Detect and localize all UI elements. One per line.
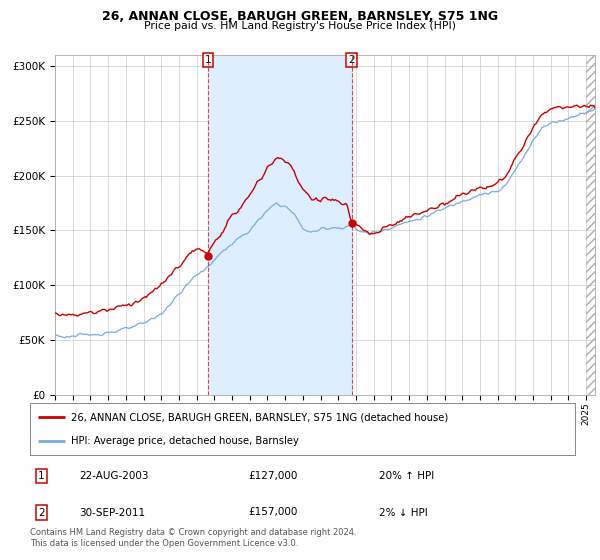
Text: 2% ↓ HPI: 2% ↓ HPI xyxy=(379,507,428,517)
Text: Price paid vs. HM Land Registry's House Price Index (HPI): Price paid vs. HM Land Registry's House … xyxy=(144,21,456,31)
Text: 2: 2 xyxy=(38,507,45,517)
Text: £127,000: £127,000 xyxy=(248,471,298,481)
Text: Contains HM Land Registry data © Crown copyright and database right 2024.
This d: Contains HM Land Registry data © Crown c… xyxy=(30,528,356,548)
Text: 1: 1 xyxy=(205,55,211,65)
Bar xyxy=(208,55,352,395)
Text: 26, ANNAN CLOSE, BARUGH GREEN, BARNSLEY, S75 1NG: 26, ANNAN CLOSE, BARUGH GREEN, BARNSLEY,… xyxy=(102,10,498,23)
Text: HPI: Average price, detached house, Barnsley: HPI: Average price, detached house, Barn… xyxy=(71,436,299,446)
Text: 22-AUG-2003: 22-AUG-2003 xyxy=(79,471,149,481)
Text: 30-SEP-2011: 30-SEP-2011 xyxy=(79,507,145,517)
Text: £157,000: £157,000 xyxy=(248,507,298,517)
Bar xyxy=(586,55,595,395)
Bar xyxy=(586,55,595,395)
Text: 20% ↑ HPI: 20% ↑ HPI xyxy=(379,471,434,481)
Text: 1: 1 xyxy=(38,471,45,481)
Text: 2: 2 xyxy=(348,55,355,65)
Text: 26, ANNAN CLOSE, BARUGH GREEN, BARNSLEY, S75 1NG (detached house): 26, ANNAN CLOSE, BARUGH GREEN, BARNSLEY,… xyxy=(71,412,448,422)
